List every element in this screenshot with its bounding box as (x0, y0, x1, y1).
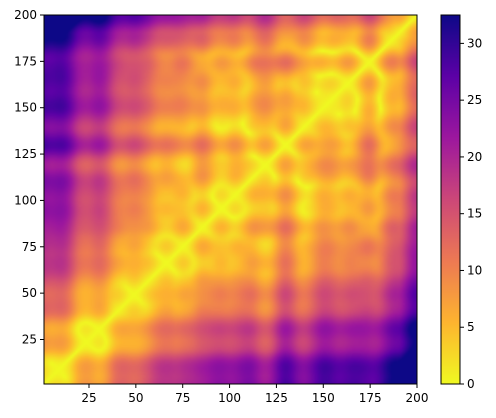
colorbar-gradient (440, 14, 461, 385)
y-tick-label: 150 (14, 101, 37, 115)
y-tick-label: 125 (14, 147, 37, 161)
x-tick-label: 25 (81, 391, 96, 405)
colorbar-tick-label: 20 (467, 150, 482, 164)
colorbar (440, 14, 461, 385)
colorbar-tick-label: 5 (467, 320, 475, 334)
x-tick-label: 75 (175, 391, 190, 405)
colorbar-tick-label: 15 (467, 207, 482, 221)
y-tick-label: 75 (22, 240, 37, 254)
x-tick-label: 200 (406, 391, 429, 405)
x-tick-label: 100 (218, 391, 241, 405)
colorbar-tick-label: 25 (467, 93, 482, 107)
x-tick-label: 150 (312, 391, 335, 405)
colorbar-tick-label: 30 (467, 36, 482, 50)
heatmap-area (43, 14, 418, 385)
y-axis: 25 50 75 100 125 150 175 200 (14, 8, 44, 346)
colorbar-tick-label: 0 (467, 377, 475, 391)
x-axis: 25 50 75 100 125 150 175 200 (81, 384, 428, 405)
x-tick-label: 125 (265, 391, 288, 405)
y-tick-label: 25 (22, 332, 37, 346)
y-tick-label: 100 (14, 193, 37, 207)
plot-frame (43, 14, 418, 385)
colorbar-axis: 0 5 10 15 20 25 30 (460, 36, 482, 391)
y-tick-label: 200 (14, 8, 37, 22)
colorbar-tick-label: 10 (467, 263, 482, 277)
x-tick-label: 50 (128, 391, 143, 405)
x-tick-label: 175 (359, 391, 382, 405)
y-tick-label: 50 (22, 286, 37, 300)
heatmap-canvas (44, 15, 417, 384)
y-tick-label: 175 (14, 54, 37, 68)
